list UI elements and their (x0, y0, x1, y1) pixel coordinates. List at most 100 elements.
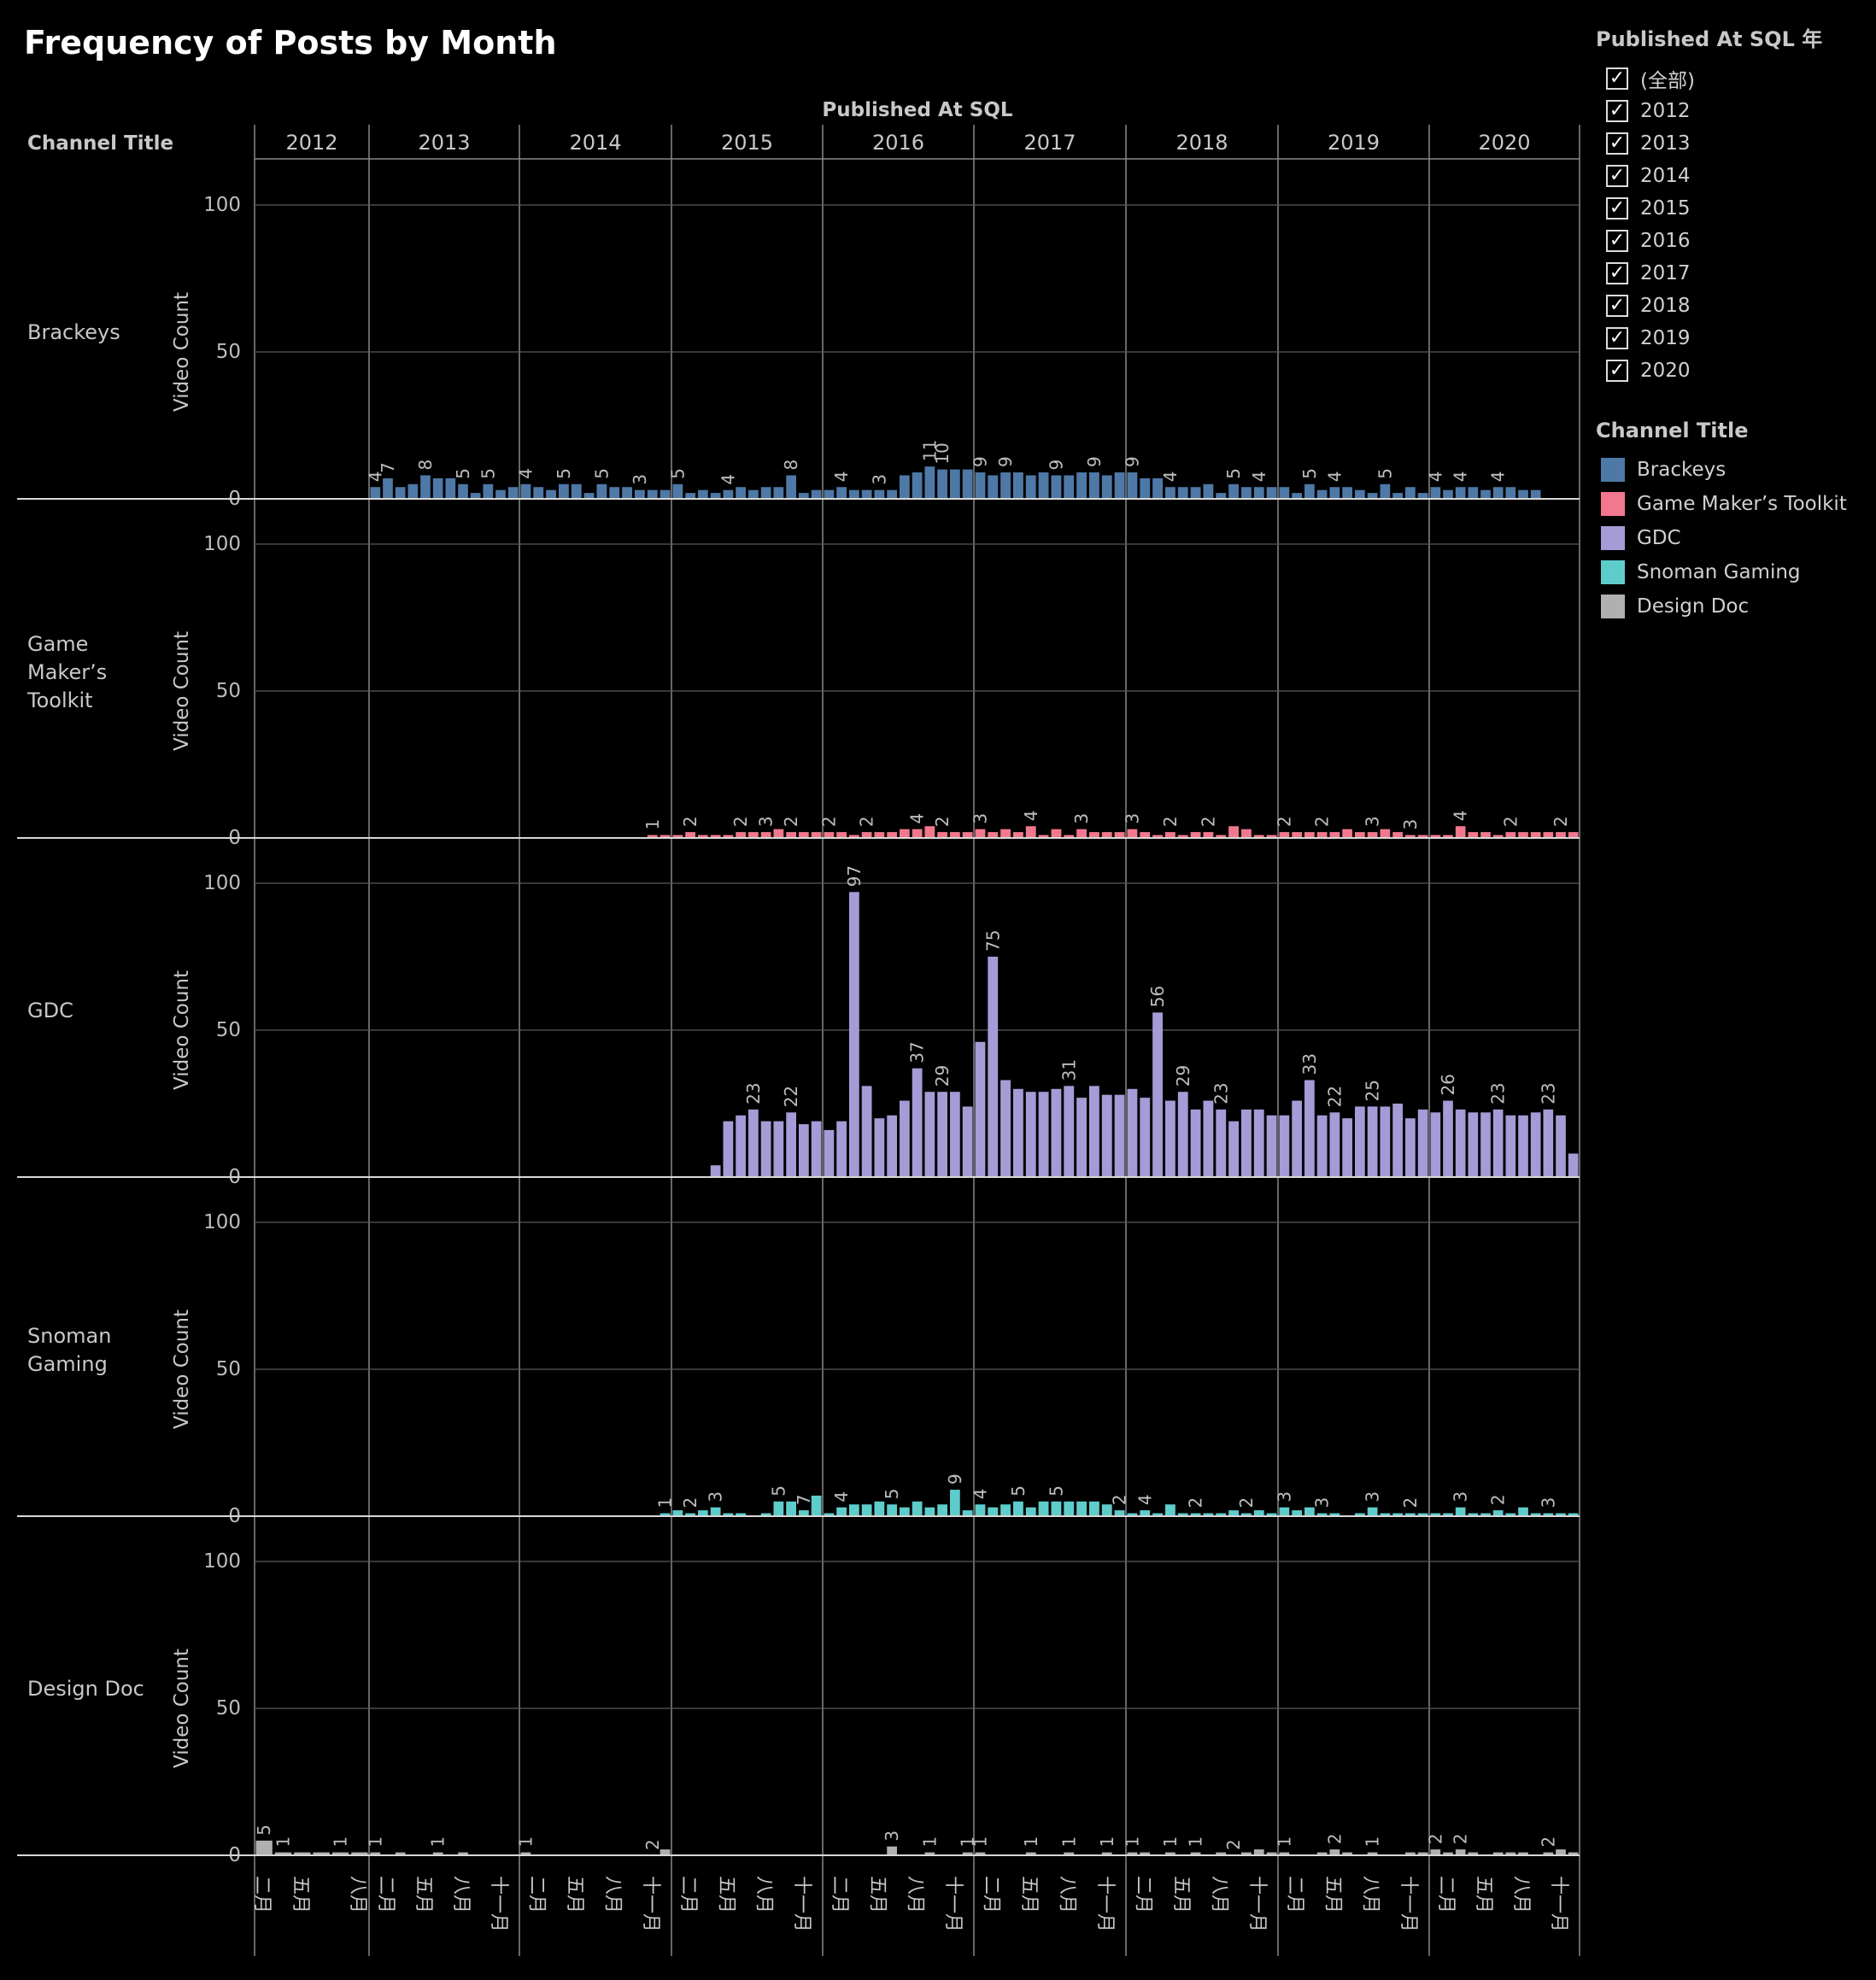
data-label: 5 (554, 468, 574, 479)
checkbox[interactable]: ✓ (1606, 327, 1628, 349)
bar (1304, 1507, 1315, 1516)
checkbox[interactable]: ✓ (1606, 262, 1628, 284)
checkbox[interactable]: ✓ (1606, 295, 1628, 317)
data-label: 5 (768, 1485, 789, 1497)
bar (660, 835, 671, 838)
data-label: 5 (591, 468, 612, 479)
x-tick-label: 二月 (375, 1876, 396, 1913)
bar (1228, 1121, 1239, 1177)
bar (962, 1852, 973, 1855)
row-label: Snoman (27, 1324, 111, 1348)
data-label: 2 (1324, 1833, 1345, 1844)
bar (748, 1109, 759, 1177)
checkbox[interactable]: ✓ (1606, 132, 1628, 155)
bar (458, 1852, 468, 1855)
bar (1355, 1513, 1365, 1516)
year-filter-option[interactable]: ✓ (全部) (1596, 62, 1869, 95)
data-label: 4 (1488, 472, 1509, 483)
data-label: 1 (1058, 1836, 1079, 1848)
x-tick-label: 二月 (1435, 1876, 1457, 1913)
checkbox[interactable]: ✓ (1606, 197, 1628, 220)
year-filter-option[interactable]: ✓ 2012 (1596, 95, 1869, 127)
y-tick-label: 50 (216, 1019, 241, 1041)
bar (1518, 1507, 1528, 1516)
bar (861, 832, 872, 838)
x-tick-label: 五月 (1018, 1876, 1040, 1913)
bar (1216, 835, 1227, 838)
bar (849, 835, 859, 838)
legend-item[interactable]: GDC (1596, 521, 1869, 555)
bar (1025, 1507, 1036, 1516)
data-label: 4 (831, 472, 852, 483)
bar (760, 832, 771, 838)
checkbox[interactable]: ✓ (1606, 67, 1628, 90)
bar (773, 829, 784, 838)
data-label: 1 (1097, 1836, 1117, 1848)
data-label: 37 (907, 1041, 928, 1063)
year-filter-option[interactable]: ✓ 2013 (1596, 127, 1869, 160)
data-label: 2 (1160, 816, 1181, 827)
bar (370, 487, 381, 499)
legend-item[interactable]: Snoman Gaming (1596, 555, 1869, 589)
bar (1279, 1507, 1290, 1516)
x-tick-label: 十一月 (1398, 1876, 1419, 1932)
x-tick-label: 二月 (829, 1876, 850, 1913)
year-label: 2016 (872, 131, 924, 155)
data-label: 2 (680, 816, 701, 827)
bar (900, 475, 910, 499)
bar (1367, 1507, 1378, 1516)
data-label: 5 (478, 468, 498, 479)
checkbox[interactable]: ✓ (1606, 360, 1628, 382)
bar (635, 489, 645, 499)
bar (1417, 1109, 1428, 1177)
bar (1568, 832, 1579, 838)
bar (622, 487, 632, 499)
bar (313, 1852, 330, 1855)
bar (1203, 1100, 1214, 1177)
row-header: Channel Title (27, 132, 173, 155)
year-filter-option[interactable]: ✓ 2018 (1596, 290, 1869, 322)
bar (1089, 1501, 1099, 1516)
year-filter-option[interactable]: ✓ 2017 (1596, 257, 1869, 290)
row-label: Toolkit (26, 688, 93, 712)
data-label: 33 (1299, 1053, 1320, 1075)
legend-item[interactable]: Game Maker’s Toolkit (1596, 487, 1869, 521)
bar (660, 1849, 671, 1855)
bar (1190, 832, 1201, 838)
bar (1140, 1852, 1151, 1855)
legend-item[interactable]: Design Doc (1596, 589, 1869, 624)
year-filter-option[interactable]: ✓ 2019 (1596, 322, 1869, 354)
data-label: 5 (1375, 468, 1395, 479)
bar (1279, 1115, 1290, 1177)
bar (1392, 493, 1403, 499)
data-label: 23 (1488, 1082, 1509, 1104)
bar (1329, 1513, 1340, 1516)
x-tick-label: 八月 (1056, 1876, 1077, 1913)
legend-item[interactable]: Brackeys (1596, 453, 1869, 487)
data-label: 3 (1274, 1491, 1294, 1503)
bar (1013, 1088, 1023, 1177)
year-filter-option[interactable]: ✓ 2016 (1596, 225, 1869, 257)
checkbox[interactable]: ✓ (1606, 230, 1628, 252)
bar (1228, 1510, 1239, 1516)
bar (874, 1118, 885, 1177)
bar (1543, 1513, 1554, 1516)
bar (1025, 475, 1036, 499)
bar (1430, 1112, 1441, 1177)
bar (672, 483, 683, 499)
year-filter-option[interactable]: ✓ 2020 (1596, 354, 1869, 387)
checkbox[interactable]: ✓ (1606, 165, 1628, 187)
bar (1468, 832, 1479, 838)
year-filter-option[interactable]: ✓ 2014 (1596, 160, 1869, 192)
checkbox[interactable]: ✓ (1606, 100, 1628, 122)
legend-label: Design Doc (1637, 595, 1750, 618)
bar (1505, 1115, 1516, 1177)
bar (1089, 472, 1099, 499)
bar (836, 832, 847, 838)
bar (950, 1490, 960, 1516)
year-filter-option[interactable]: ✓ 2015 (1596, 192, 1869, 225)
bar (1380, 483, 1391, 499)
bar (710, 1507, 721, 1516)
bar (975, 472, 986, 499)
data-label: 4 (1249, 472, 1269, 483)
